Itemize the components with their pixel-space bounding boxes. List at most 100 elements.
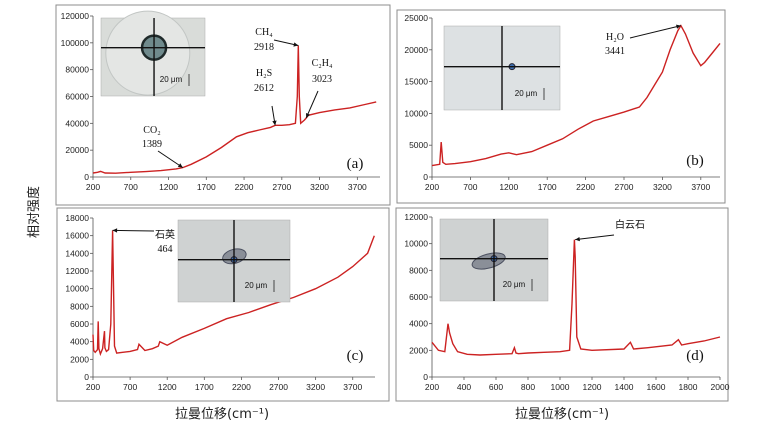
annotation-value-a: 2918 [254, 42, 274, 53]
y-tick-label-c: 16000 [65, 231, 89, 241]
annotation-value-a: 3023 [312, 74, 332, 85]
annotation-arrow-a [157, 150, 184, 169]
x-tick-label-a: 3200 [310, 182, 329, 192]
x-tick-label-a: 2200 [235, 182, 254, 192]
y-tick-label-c: 18000 [65, 213, 89, 223]
y-tick-label-c: 0 [84, 372, 89, 382]
x-tick-label-d: 2000 [711, 382, 730, 392]
x-tick-label-d: 1600 [647, 382, 666, 392]
annotation-arrowhead-a [306, 112, 311, 118]
y-tick-label-a: 100000 [61, 38, 90, 48]
x-tick-label-d: 1800 [679, 382, 698, 392]
annotation-label-b: H₂O [606, 32, 624, 43]
panel-a: 0 20000 40000 60000 80000 100000 120000 200 700 1… [61, 10, 380, 192]
annotation-value-b: 3441 [605, 46, 625, 57]
annotation-arrowhead-c [112, 228, 118, 233]
y-tick-label-d: 10000 [404, 239, 428, 249]
y-tick-label-a: 60000 [65, 92, 89, 102]
inset-photo-b: 20 μm [443, 25, 561, 111]
annotation-label-c: 石英 [155, 228, 175, 241]
x-tick-label-b: 3200 [653, 182, 672, 192]
y-tick-label-c: 10000 [65, 284, 89, 294]
x-tick-label-d: 1200 [583, 382, 602, 392]
x-tick-label-c: 200 [86, 382, 100, 392]
panel-d: 0 2000 4000 6000 8000 10000 12000 200 400 600 800 1… [404, 212, 729, 392]
panel-label-c: (c) [347, 348, 364, 364]
x-tick-label-d: 1400 [615, 382, 634, 392]
x-tick-label-c: 1200 [158, 382, 177, 392]
x-tick-label-d: 600 [489, 382, 503, 392]
x-tick-label-b: 2200 [576, 182, 595, 192]
inset-photo-a: 20 μm [100, 10, 206, 97]
y-tick-label-b: 10000 [404, 108, 428, 118]
panel-label-a: (a) [347, 156, 364, 172]
annotation-label-a: C₂H₄ [312, 58, 333, 69]
annotation-arrow-a [305, 90, 319, 119]
spectrum-line-b [431, 24, 721, 167]
annotation-arrow-d [575, 234, 615, 241]
annotation-label-a: H₂S [256, 68, 272, 79]
x-axis-label-right: 拉曼位移(cm⁻¹) [515, 407, 609, 422]
x-tick-label-a: 200 [86, 182, 100, 192]
x-tick-label-c: 1700 [195, 382, 214, 392]
x-tick-label-a: 2700 [272, 182, 291, 192]
annotation-value-a: 2612 [254, 83, 274, 94]
x-tick-label-b: 1200 [499, 182, 518, 192]
inset-scale-label-d: 20 μm [503, 280, 526, 289]
x-tick-label-a: 3700 [348, 182, 367, 192]
annotation-value-c: 464 [158, 244, 173, 255]
x-axis-label-left: 拉曼位移(cm⁻¹) [175, 407, 269, 422]
y-tick-label-c: 8000 [70, 301, 89, 311]
x-tick-label-c: 3700 [343, 382, 362, 392]
x-tick-label-d: 200 [425, 382, 439, 392]
inset-scale-label-a: 20 μm [160, 75, 183, 84]
x-tick-label-b: 3700 [691, 182, 710, 192]
annotation-label-d: 白云石 [615, 218, 645, 231]
panel-c: 0 2000 4000 6000 8000 10000 12000 14000 16000 180… [65, 213, 375, 392]
annotation-arrowhead-a [177, 163, 183, 168]
y-tick-label-d: 4000 [409, 319, 428, 329]
x-tick-label-b: 2700 [615, 182, 634, 192]
panel-label-b: (b) [686, 153, 704, 169]
y-tick-label-c: 6000 [70, 319, 89, 329]
annotation-label-a: CO₂ [143, 125, 160, 136]
y-tick-label-a: 80000 [65, 65, 89, 75]
annotation-arrowhead-a [293, 42, 299, 47]
y-tick-label-d: 2000 [409, 345, 428, 355]
annotation-arrow-b [629, 25, 682, 39]
x-tick-label-c: 3200 [306, 382, 325, 392]
annotation-arrowhead-b [676, 24, 681, 29]
spectrum-line-c [92, 230, 375, 357]
annotation-arrowhead-d [575, 236, 580, 242]
spectrum-line-d [431, 239, 721, 356]
x-tick-label-b: 700 [463, 182, 477, 192]
y-tick-label-d: 6000 [409, 292, 428, 302]
y-tick-label-a: 0 [84, 172, 89, 182]
inset-scale-label-b: 20 μm [515, 89, 538, 98]
x-tick-label-c: 2700 [269, 382, 288, 392]
x-tick-label-a: 1700 [197, 182, 216, 192]
y-tick-label-b: 0 [423, 172, 428, 182]
y-tick-label-d: 0 [423, 372, 428, 382]
y-tick-label-b: 5000 [409, 140, 428, 150]
x-tick-label-c: 700 [123, 382, 137, 392]
y-tick-label-b: 15000 [404, 77, 428, 87]
y-tick-label-a: 40000 [65, 118, 89, 128]
x-tick-label-d: 1000 [551, 382, 570, 392]
y-tick-label-b: 25000 [404, 13, 428, 23]
inset-photo-d: 20 μm [439, 218, 549, 302]
annotation-label-a: CH₄ [255, 27, 273, 38]
x-tick-label-a: 700 [124, 182, 138, 192]
y-tick-label-c: 14000 [65, 248, 89, 258]
x-tick-label-b: 200 [425, 182, 439, 192]
annotation-arrowhead-a [272, 120, 277, 126]
inset-scale-label-c: 20 μm [245, 281, 268, 290]
x-tick-label-d: 400 [457, 382, 471, 392]
y-tick-label-d: 12000 [404, 212, 428, 222]
x-tick-label-b: 1700 [538, 182, 557, 192]
y-tick-label-c: 12000 [65, 266, 89, 276]
panel-b: 0 5000 10000 15000 20000 25000 200 700 1200 1700 2… [404, 13, 721, 192]
x-tick-label-a: 1200 [159, 182, 178, 192]
annotation-value-a: 1389 [142, 139, 162, 150]
inset-photo-c: 20 μm [177, 219, 291, 303]
